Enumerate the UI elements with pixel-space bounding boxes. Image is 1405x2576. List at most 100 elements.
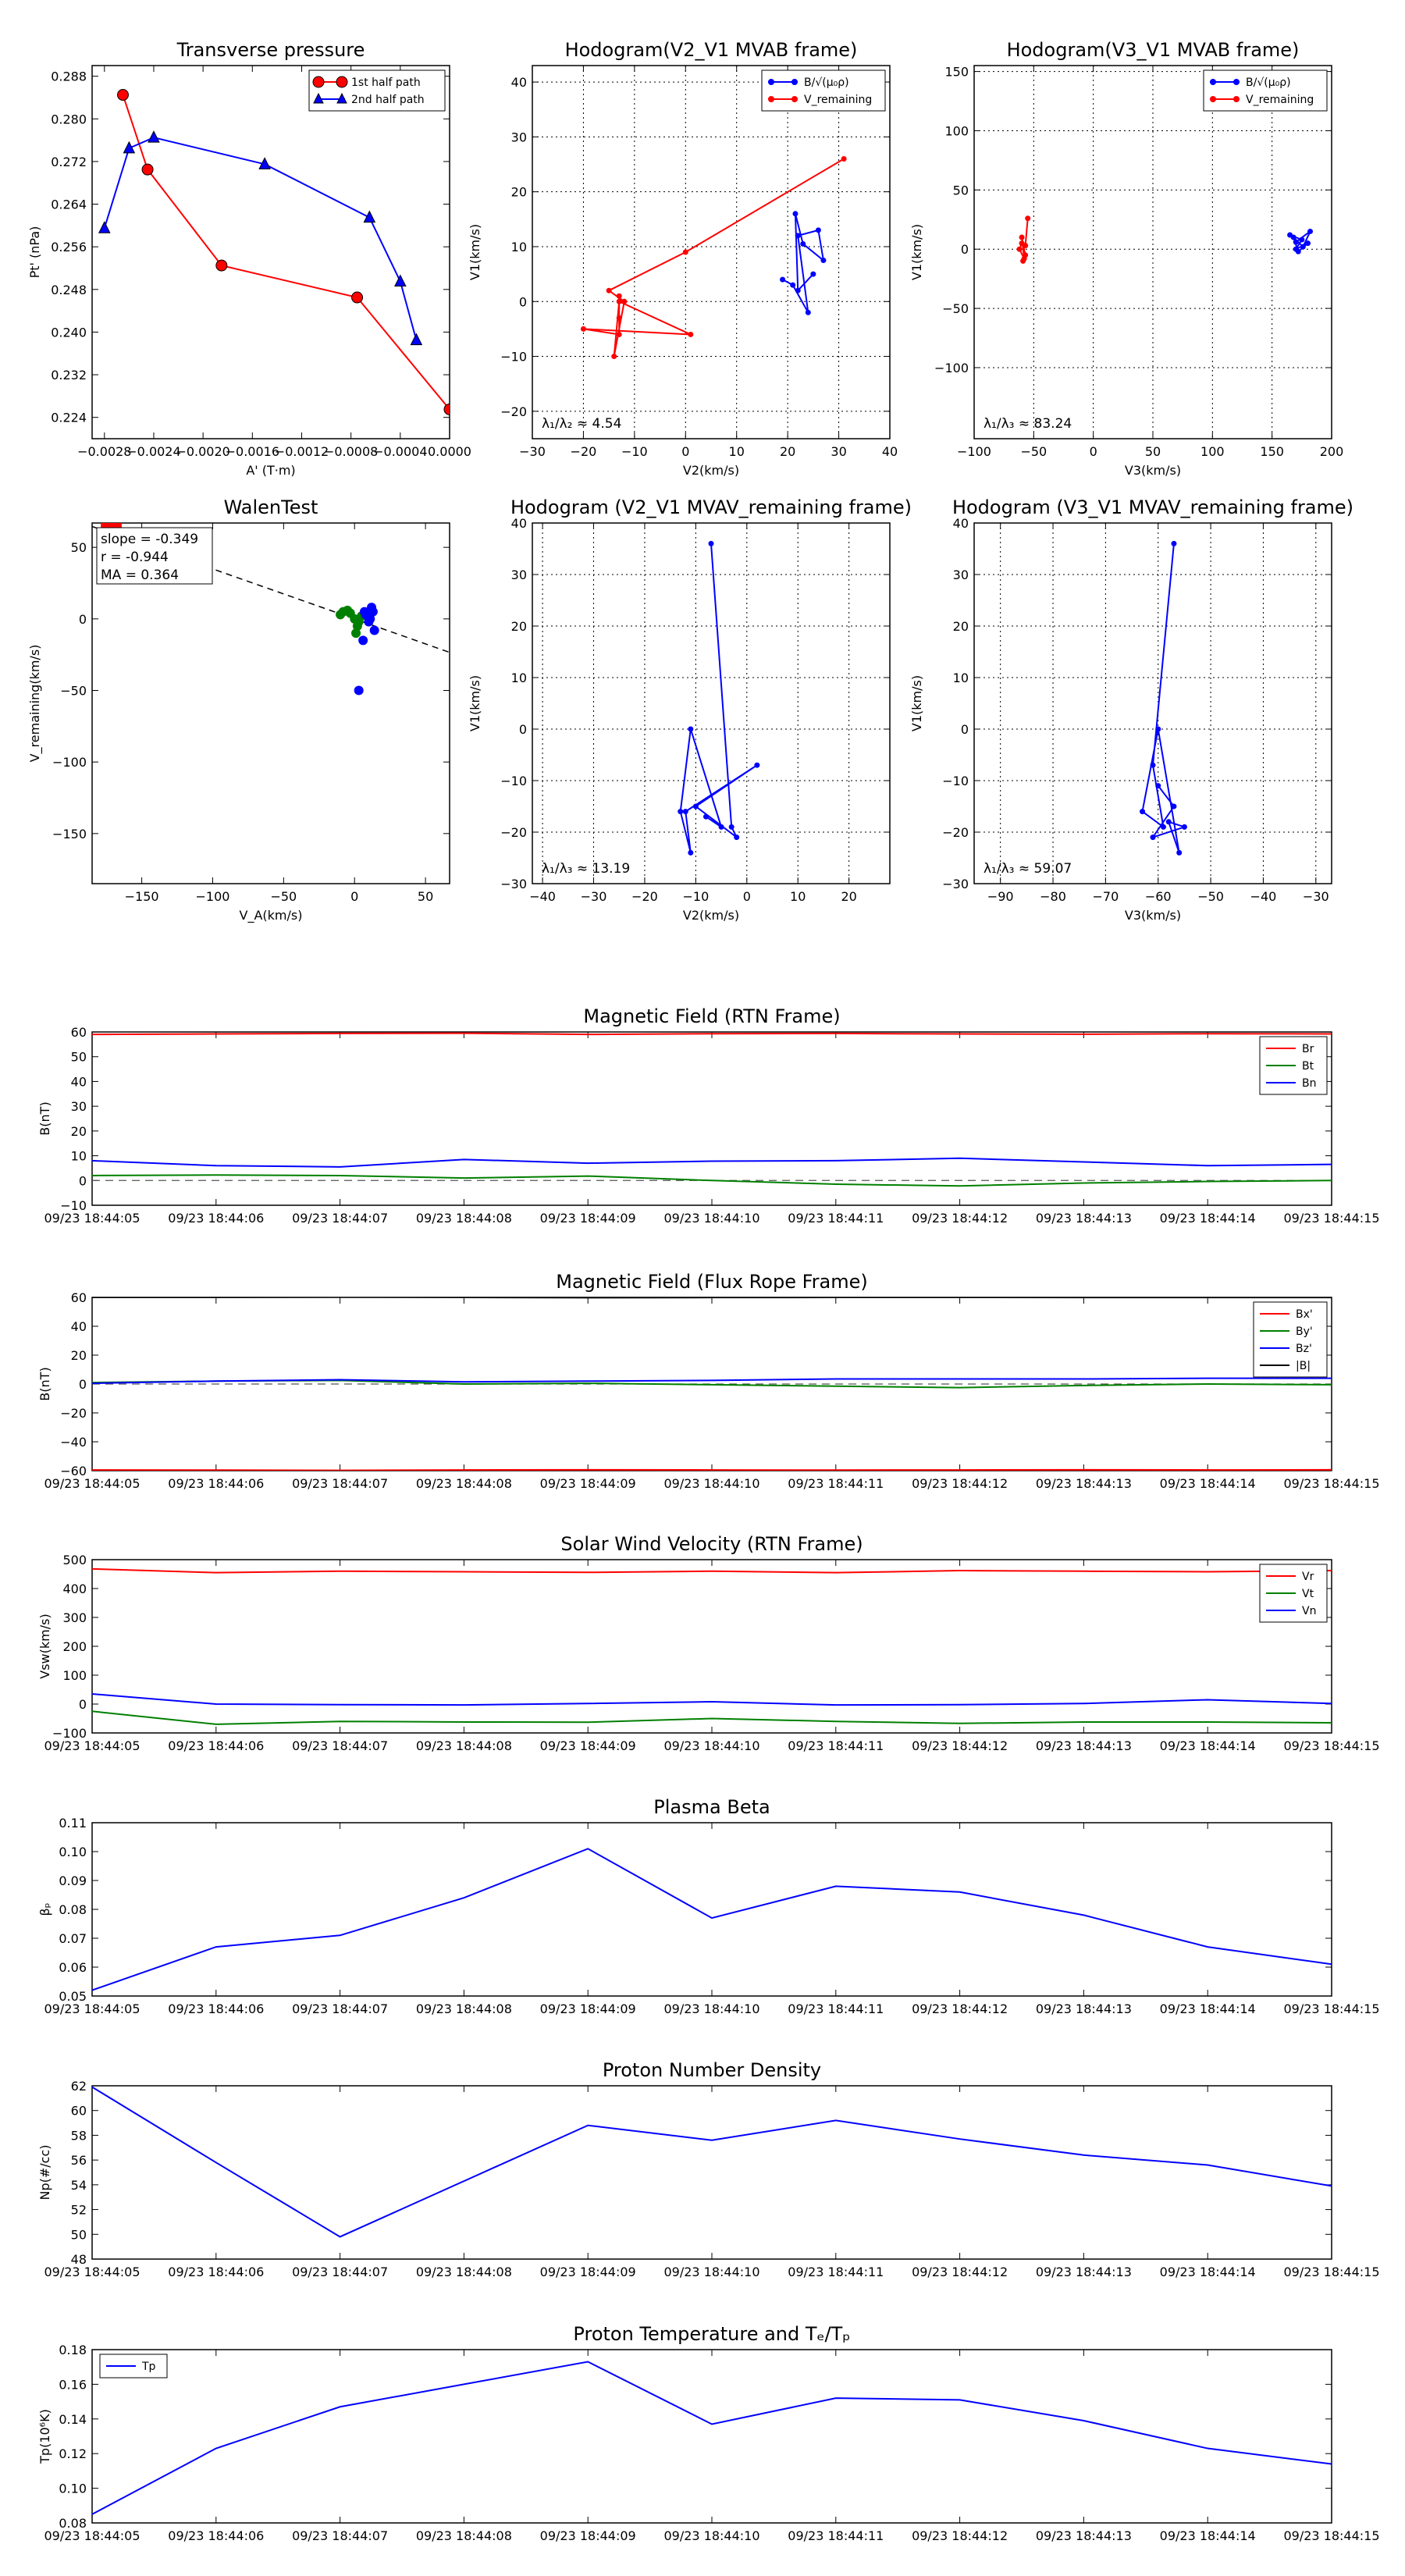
x-tick-label: 09/23 18:44:08 <box>416 1211 512 1226</box>
x-tick-label: −0.0016 <box>226 444 279 459</box>
y-tick-label: 0.11 <box>59 1816 87 1831</box>
y-tick-label: −20 <box>942 825 969 840</box>
walen-point-green <box>351 628 361 639</box>
data-point <box>795 233 801 239</box>
y-tick-label: 30 <box>71 1099 87 1114</box>
hodo4-panel: −90 −80 −70 −60 −50 −40 −30 −30 −20 −10 0 10 20 30 40H… <box>909 496 1353 923</box>
x-tick-label: 09/23 18:44:06 <box>168 2001 264 2016</box>
data-point <box>1020 258 1026 264</box>
legend-label: Vr <box>1302 1571 1314 1583</box>
y-tick-label: 10 <box>71 1149 87 1164</box>
data-point <box>1019 240 1025 247</box>
x-tick-label: 09/23 18:44:07 <box>292 1738 388 1753</box>
x-tick-label: 09/23 18:44:10 <box>663 2001 759 2016</box>
x-tick-label: 09/23 18:44:09 <box>540 1738 636 1753</box>
y-tick-label: −100 <box>52 755 87 770</box>
y-tick-label: 20 <box>511 619 527 634</box>
walen-point-green <box>338 607 348 617</box>
data-point <box>708 540 714 546</box>
mag_rtn-panel: 09/23 18:44:05 09/23 18:44:06 09/23 18:44:… <box>37 1005 1380 1226</box>
x-axis-label: V3(km/s) <box>1125 463 1181 478</box>
x-axis-label: V3(km/s) <box>1125 908 1181 923</box>
x-tick-label: 09/23 18:44:06 <box>168 2265 264 2279</box>
x-tick-label: 0 <box>681 444 689 459</box>
legend-label: By' <box>1296 1325 1313 1338</box>
y-tick-label: 40 <box>511 75 527 90</box>
y-axis-label: V1(km/s) <box>909 224 924 280</box>
data-point <box>1171 540 1177 546</box>
y-tick-label: 0.248 <box>51 283 87 297</box>
x-tick-label: −90 <box>987 889 1014 904</box>
legend-marker <box>1233 79 1240 85</box>
walen-point-red <box>101 523 112 532</box>
data-point <box>410 333 423 346</box>
x-tick-label: 09/23 18:44:05 <box>44 2528 140 2543</box>
x-tick-label: −50 <box>270 889 297 904</box>
x-tick-label: −80 <box>1040 889 1066 904</box>
x-tick-label: −30 <box>581 889 607 904</box>
x-tick-label: 09/23 18:44:07 <box>292 2528 388 2543</box>
x-tick-label: 09/23 18:44:09 <box>540 1211 636 1226</box>
chart-title: Solar Wind Velocity (RTN Frame) <box>560 1533 863 1555</box>
data-point <box>841 156 847 162</box>
y-tick-label: −10 <box>60 1198 87 1213</box>
x-tick-label: −0.0008 <box>324 444 378 459</box>
data-point <box>394 274 407 287</box>
x-tick-label: −20 <box>631 889 658 904</box>
y-tick-label: 0 <box>961 722 969 737</box>
y-tick-label: 20 <box>71 1124 87 1139</box>
y-axis-label: Np(#/cc) <box>37 2145 52 2201</box>
data-point <box>805 309 811 315</box>
plot-border <box>91 1031 1332 1206</box>
x-tick-label: 09/23 18:44:06 <box>168 1211 264 1226</box>
y-tick-label: −10 <box>942 774 969 788</box>
data-point <box>1304 240 1311 247</box>
data-point <box>754 762 760 768</box>
plot-area <box>92 1297 1332 1471</box>
plot-border <box>532 522 891 884</box>
x-tick-label: −70 <box>1092 889 1119 904</box>
hodo3-panel: −40 −30 −20 −10 0 10 20−30−20−10010203040Hodog… <box>468 496 912 923</box>
walen-point-blue <box>365 614 375 624</box>
chart-title: Hodogram(V3_V1 MVAB frame) <box>1007 39 1300 61</box>
data-point <box>443 403 450 415</box>
eigenvalue-ratio: λ₁/λ₃ ≈ 13.19 <box>542 861 630 877</box>
x-tick-label: −0.0004 <box>373 444 427 459</box>
x-tick-label: 09/23 18:44:13 <box>1036 2528 1132 2543</box>
walen-point-blue <box>369 625 379 635</box>
legend-label: Br <box>1302 1043 1314 1055</box>
y-tick-label: 0.09 <box>59 1873 87 1888</box>
y-tick-label: −100 <box>934 361 969 375</box>
data-point <box>1150 762 1156 768</box>
x-tick-label: −10 <box>682 889 709 904</box>
plot-area <box>1016 215 1314 264</box>
x-tick-label: 09/23 18:44:07 <box>292 1476 388 1491</box>
data-point <box>790 282 796 288</box>
x-tick-label: 09/23 18:44:13 <box>1036 1211 1132 1226</box>
data-point <box>215 259 228 272</box>
x-tick-label: −100 <box>196 889 230 904</box>
x-axis-label: V2(km/s) <box>683 463 739 478</box>
x-tick-label: 09/23 18:44:15 <box>1283 1211 1379 1226</box>
data-point <box>616 298 622 304</box>
y-axis-label: V1(km/s) <box>468 675 482 731</box>
legend-label: Vn <box>1302 1605 1316 1617</box>
y-tick-label: 40 <box>71 1319 87 1334</box>
y-tick-label: 0.05 <box>59 1989 87 2004</box>
legend: Vr Vt Vn <box>1259 1564 1328 1623</box>
data-point <box>1023 252 1029 258</box>
x-tick-label: 09/23 18:44:10 <box>663 1476 759 1491</box>
x-axis-label: V2(km/s) <box>683 908 739 923</box>
y-tick-label: 20 <box>953 619 969 634</box>
plot-border <box>91 1559 1332 1734</box>
data-point <box>682 809 688 815</box>
y-axis-label: B(nT) <box>37 1101 52 1135</box>
legend-box <box>308 69 446 112</box>
legend-box <box>1203 69 1328 112</box>
plot-border <box>973 522 1332 884</box>
x-tick-label: 0 <box>743 889 751 904</box>
legend-label: Bn <box>1302 1077 1316 1090</box>
x-tick-label: 09/23 18:44:13 <box>1036 1738 1132 1753</box>
series-line <box>583 158 845 357</box>
legend: B/√(μ₀ρ) V_remaining <box>761 69 886 112</box>
